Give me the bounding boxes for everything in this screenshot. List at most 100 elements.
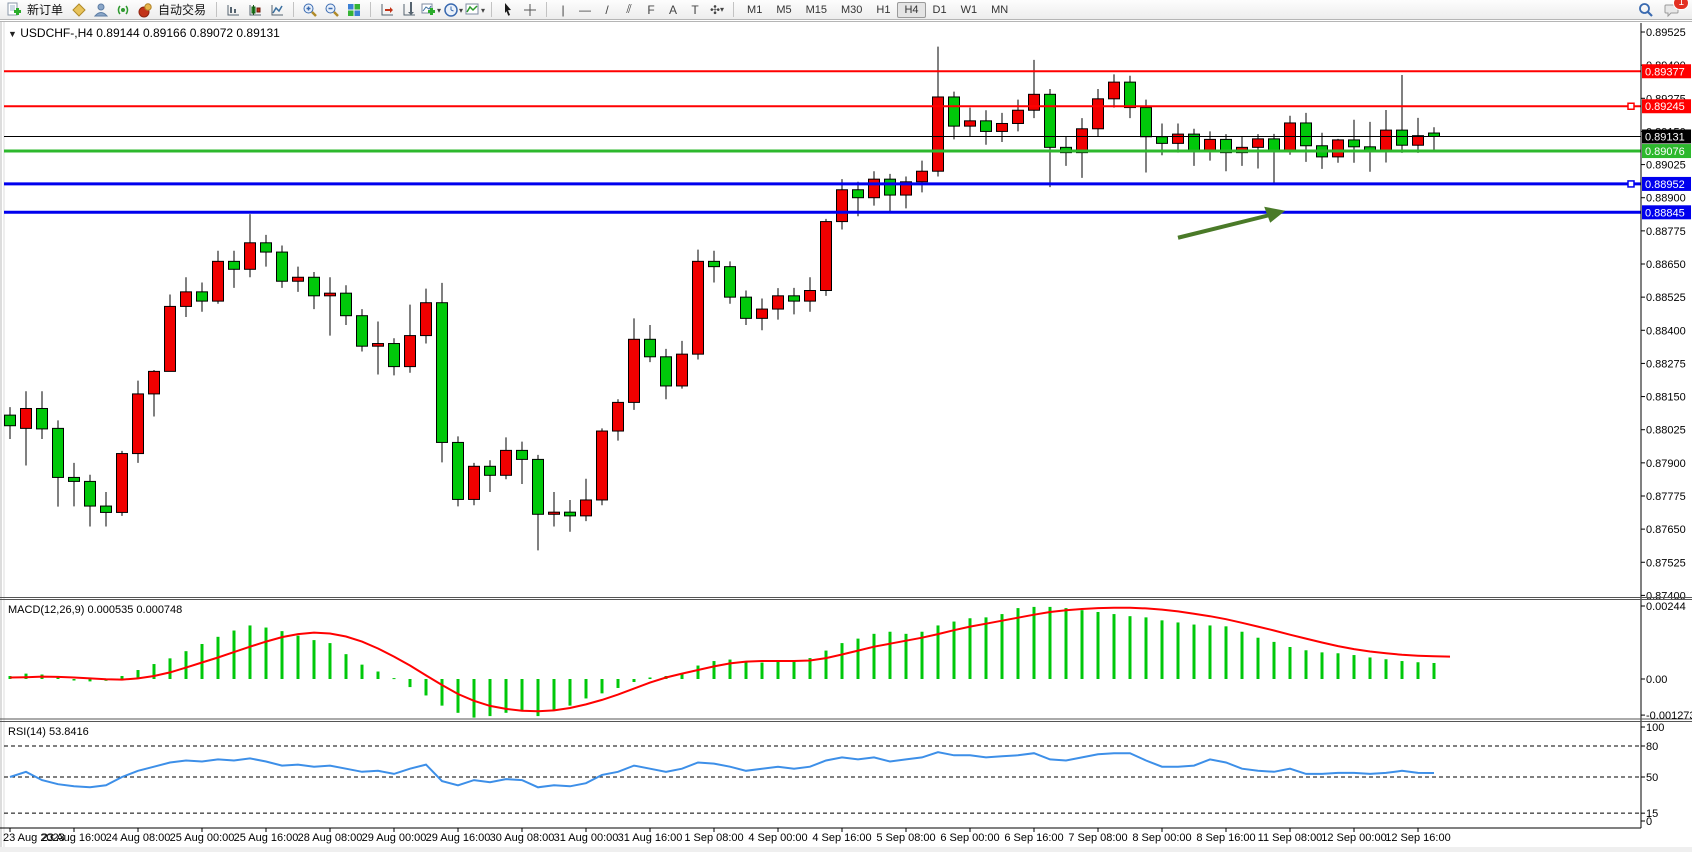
bar-chart-type-icon[interactable] — [223, 1, 243, 19]
cursor-tool-icon[interactable] — [498, 1, 518, 19]
line-anchor-marker[interactable] — [1627, 102, 1635, 110]
signal-icon[interactable] — [113, 1, 133, 19]
time-tick-label[interactable]: 4 Sep 00:00 — [748, 832, 807, 844]
timeframe-m30[interactable]: M30 — [841, 3, 863, 16]
time-tick-label[interactable]: 6 Sep 16:00 — [1004, 832, 1063, 844]
time-tick-label[interactable]: 24 Aug 08:00 — [106, 832, 171, 844]
auto-trading-icon[interactable] — [135, 1, 155, 19]
time-tick-label[interactable]: 25 Aug 16:00 — [234, 832, 299, 844]
macd-histogram-bar — [808, 658, 812, 679]
data-window-icon[interactable] — [91, 1, 111, 19]
candle-body — [756, 308, 768, 319]
time-tick-label[interactable]: 12 Sep 16:00 — [1385, 832, 1450, 844]
rsi-axis: 100 80 50 150 — [1641, 722, 1664, 828]
time-tick-label[interactable]: 31 Aug 16:00 — [618, 832, 683, 844]
timeframe-mn[interactable]: MN — [991, 3, 1009, 16]
price-line-label: 0.89377 — [1642, 64, 1691, 79]
price-tick-label: 0.88650 — [1646, 259, 1686, 271]
timeframe-h4[interactable]: H4 — [897, 1, 926, 18]
market-watch-icon[interactable] — [69, 1, 89, 19]
time-tick-label[interactable]: 25 Aug 00:00 — [170, 832, 235, 844]
timeframe-d1[interactable]: D1 — [932, 3, 947, 16]
macd-histogram-bar — [440, 679, 444, 706]
period-clock-icon[interactable]: ▾ — [443, 1, 463, 19]
time-tick-label[interactable]: 11 Sep 08:00 — [1258, 832, 1323, 844]
timeframe-m15[interactable]: M15 — [805, 3, 827, 16]
toolbar-right-group: 1 — [1636, 0, 1689, 19]
auto-trading-label[interactable]: 自动交易 — [158, 3, 207, 17]
candle-body — [980, 120, 992, 132]
time-tick-label[interactable]: 31 Aug 00:00 — [554, 832, 619, 844]
search-icon[interactable] — [1636, 1, 1656, 19]
macd-axis-label: 0.00 — [1646, 674, 1667, 686]
price-tick-label: 0.88525 — [1646, 292, 1686, 304]
candle-body — [532, 458, 544, 515]
time-tick-label[interactable]: 30 Aug 08:00 — [490, 832, 555, 844]
macd-histogram-bar — [1432, 662, 1436, 679]
vertical-line-tool-icon[interactable]: | — [561, 2, 565, 17]
macd-histogram-bar — [1048, 606, 1052, 679]
auto-scroll-icon[interactable] — [377, 1, 397, 19]
candlestick-chart-type-icon[interactable] — [245, 1, 265, 19]
text-label-tool-icon[interactable]: T — [691, 2, 699, 17]
time-tick-label[interactable]: 29 Aug 16:00 — [426, 832, 491, 844]
new-order-icon[interactable] — [4, 1, 24, 19]
arrow-head — [1264, 206, 1286, 223]
line-anchor-marker[interactable] — [1627, 180, 1635, 188]
candle-body — [676, 353, 688, 387]
time-tick-label[interactable]: 28 Aug 08:00 — [298, 832, 363, 844]
line-chart-type-icon[interactable] — [267, 1, 287, 19]
zoom-in-icon[interactable] — [300, 1, 320, 19]
notifications-icon[interactable]: 1 — [1662, 0, 1689, 19]
time-tick-label[interactable]: 6 Sep 00:00 — [940, 832, 999, 844]
candle-body — [1252, 138, 1264, 148]
macd-histogram-bar — [168, 658, 172, 679]
macd-histogram-bar — [600, 679, 604, 694]
price-label-box — [1642, 205, 1691, 220]
macd-histogram-bar — [936, 625, 940, 679]
text-tool-icon[interactable]: A — [669, 2, 678, 17]
time-tick-label[interactable]: 8 Sep 00:00 — [1132, 832, 1191, 844]
timeframe-m5[interactable]: M5 — [776, 3, 792, 16]
time-tick-label[interactable]: 4 Sep 16:00 — [812, 832, 871, 844]
new-chart-icon[interactable]: ▾ — [421, 1, 441, 19]
price-line-label: 0.88952 — [1642, 176, 1691, 191]
time-tick-label[interactable]: 29 Aug 00:00 — [362, 832, 427, 844]
candle-body — [820, 221, 832, 292]
price-tick-label: 0.87900 — [1646, 458, 1686, 470]
time-tick-label[interactable]: 8 Sep 16:00 — [1196, 832, 1255, 844]
symbol-dropdown-icon[interactable]: ▼ — [8, 29, 17, 39]
price-label-text: 0.89076 — [1645, 146, 1685, 158]
horizontal-line-tool-icon[interactable]: — — [579, 2, 592, 17]
fibonacci-tool-icon[interactable]: F — [647, 2, 655, 17]
candle-body — [84, 480, 96, 507]
price-axis: 0.895250.894000.892750.891500.890250.889… — [1640, 23, 1691, 828]
chart-shift-icon[interactable] — [399, 1, 419, 19]
channel-tool-icon[interactable]: ⫽ — [626, 2, 632, 16]
candle-body — [292, 276, 304, 282]
time-tick-label[interactable]: 23 Aug 2023 — [3, 832, 65, 844]
time-tick-label[interactable]: 23 Aug 16:00 — [42, 832, 107, 844]
time-tick-label[interactable]: 1 Sep 08:00 — [684, 832, 743, 844]
time-tick-label[interactable]: 5 Sep 08:00 — [876, 832, 935, 844]
new-order-label[interactable]: 新订单 — [27, 3, 64, 17]
time-tick-label[interactable]: 12 Sep 00:00 — [1321, 832, 1386, 844]
arrows-tool-icon[interactable]: ✣ ▾ — [709, 2, 725, 17]
chart-info-line[interactable]: ▼ USDCHF-,H4 0.89144 0.89166 0.89072 0.8… — [8, 26, 280, 40]
candle-body — [1380, 129, 1392, 152]
zoom-out-icon[interactable] — [322, 1, 342, 19]
crosshair-tool-icon[interactable] — [520, 1, 540, 19]
macd-histogram-bar — [328, 643, 332, 679]
timeframe-w1[interactable]: W1 — [960, 3, 978, 16]
tile-windows-icon[interactable] — [344, 1, 364, 19]
candle-body — [100, 505, 112, 513]
macd-histogram-bar — [696, 665, 700, 679]
macd-histogram-bar — [1272, 641, 1276, 679]
arrow-annotation[interactable] — [1177, 206, 1286, 240]
timeframe-m1[interactable]: M1 — [747, 3, 763, 16]
timeframe-h1[interactable]: H1 — [876, 3, 891, 16]
indicators-icon[interactable]: ▾ — [465, 1, 485, 19]
trendline-tool-icon[interactable]: / — [605, 2, 609, 17]
time-tick-label[interactable]: 7 Sep 08:00 — [1068, 832, 1127, 844]
